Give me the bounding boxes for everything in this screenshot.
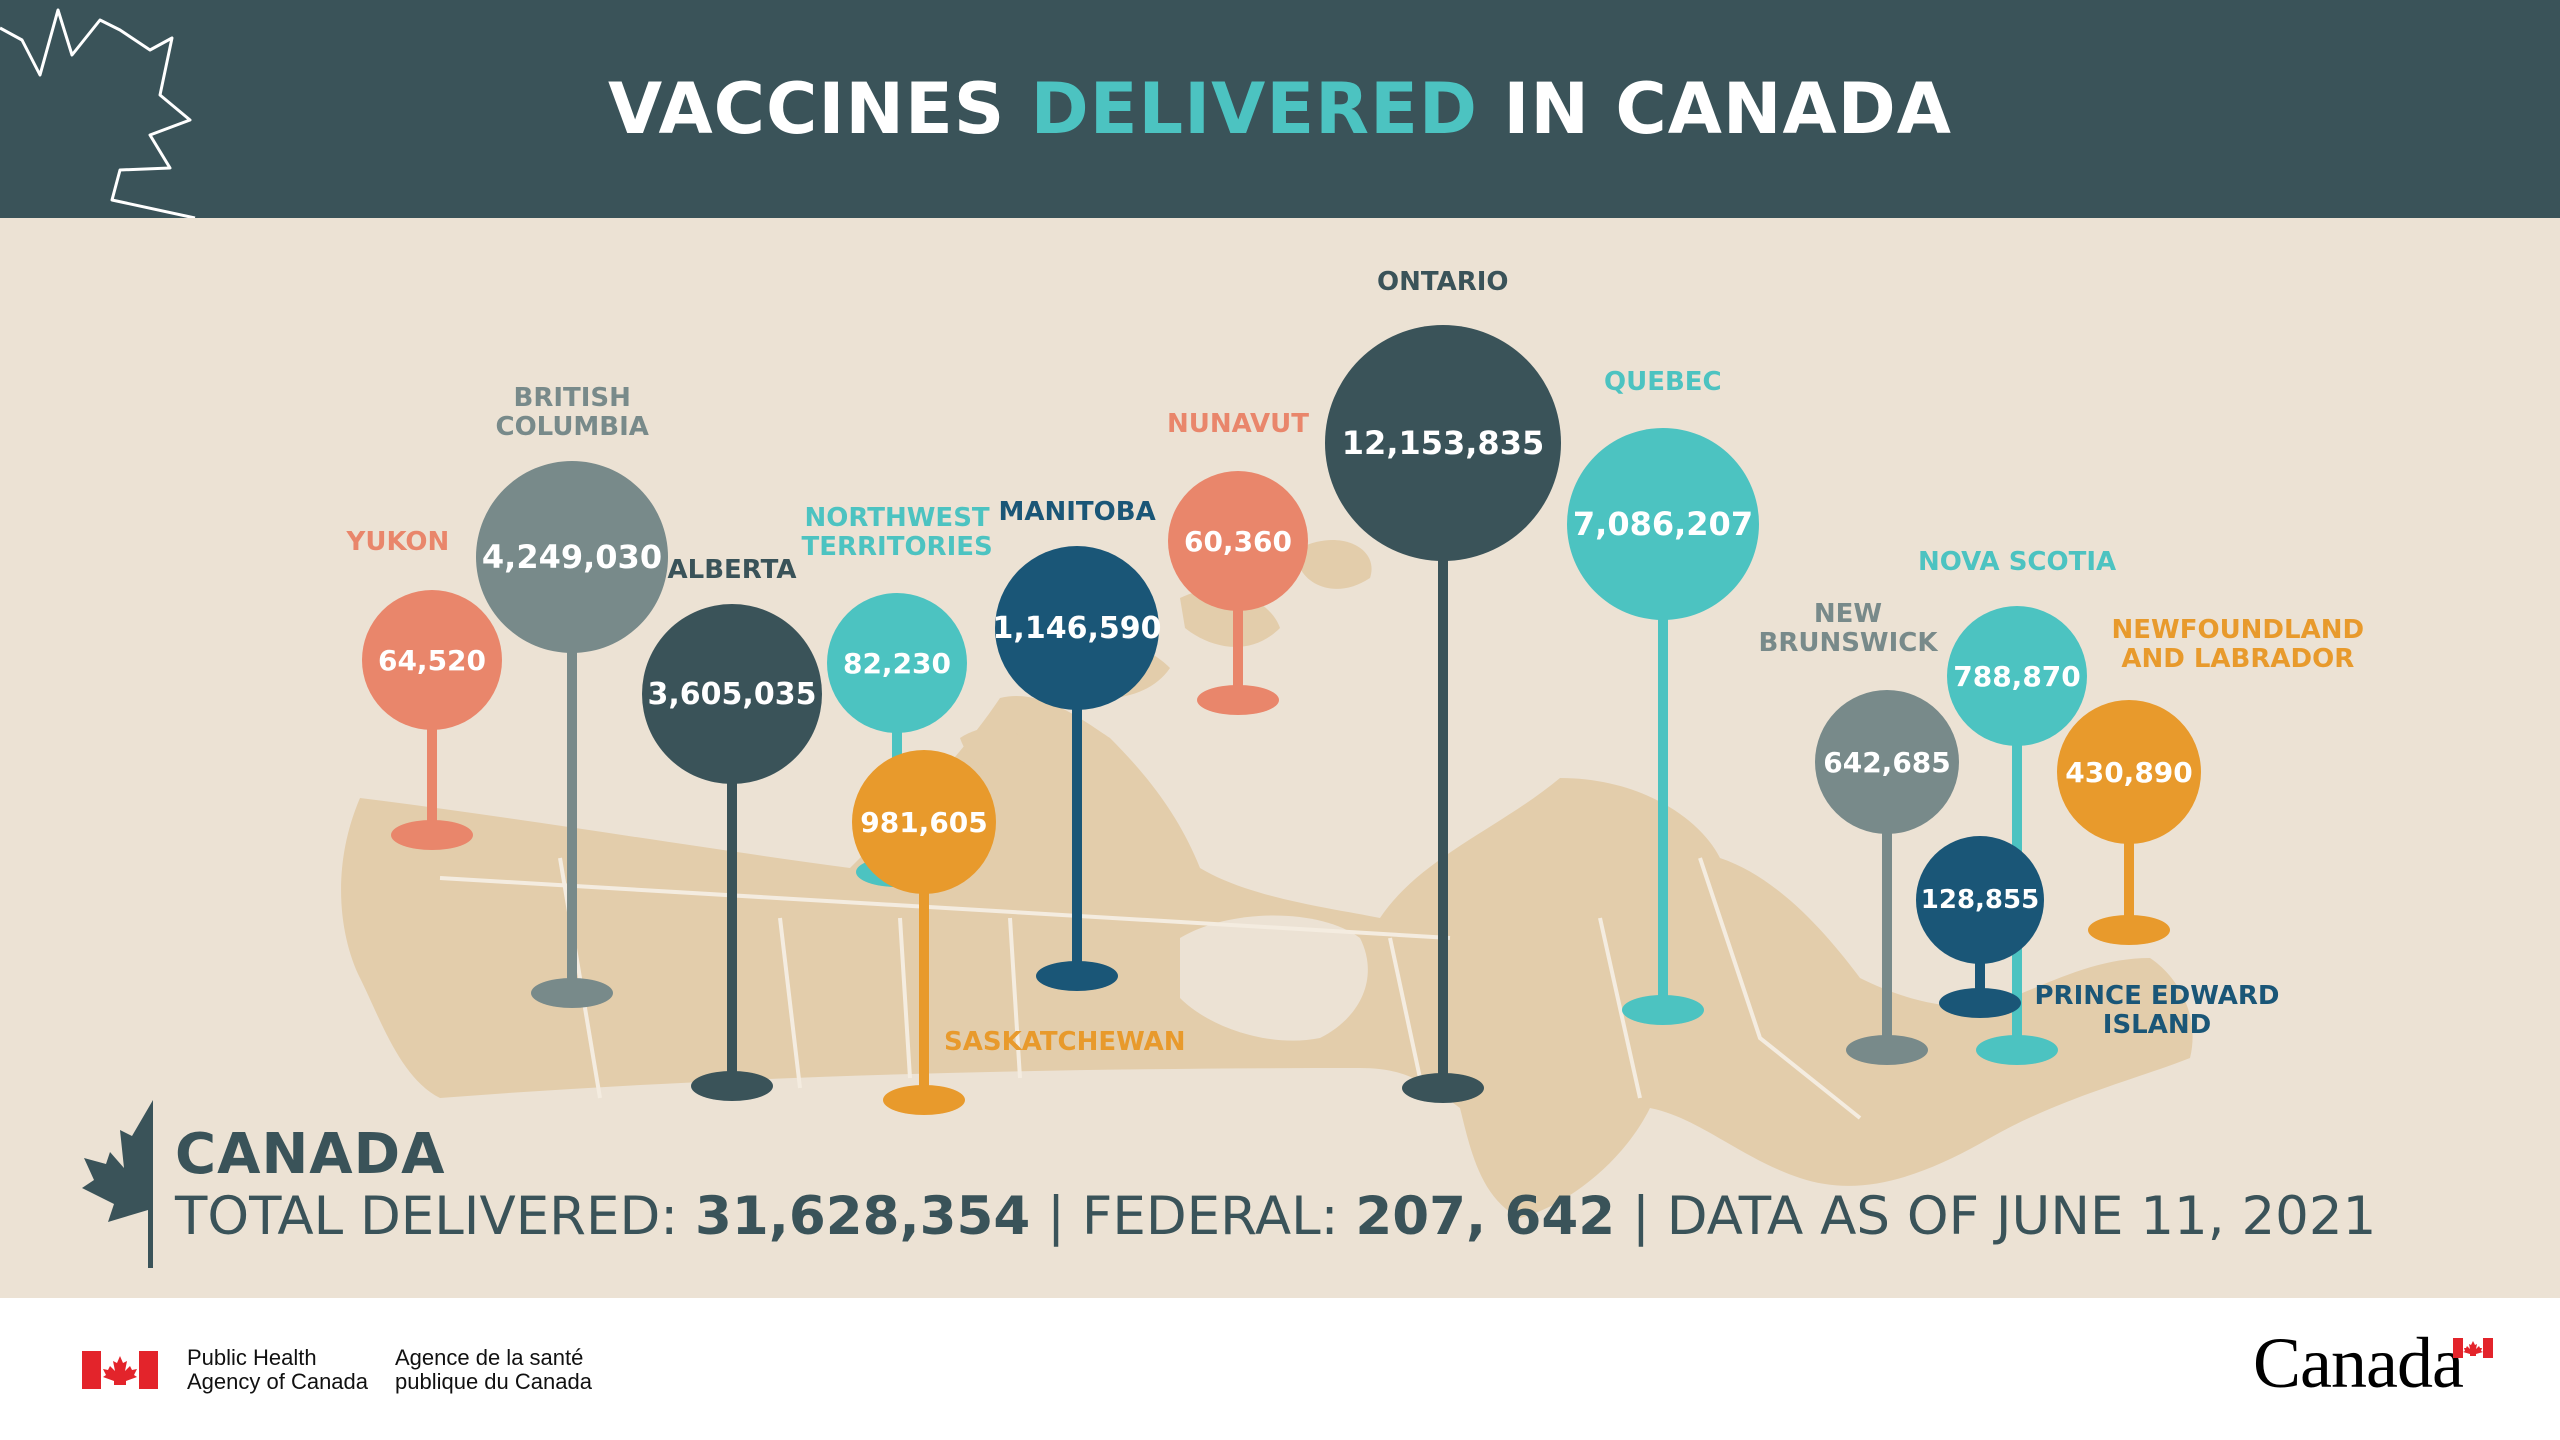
province-label-quebec: QUEBEC <box>1604 367 1722 397</box>
total-label: TOTAL DELIVERED: <box>175 1186 696 1247</box>
canada-map <box>341 539 2193 1218</box>
agency-name-fr: Agence de la santé publique du Canada <box>395 1345 592 1394</box>
summary-title: CANADA <box>175 1122 446 1187</box>
total-value: 31,628,354 <box>695 1186 1031 1247</box>
pin-base-alberta <box>691 1071 773 1101</box>
pin-base-quebec <box>1622 995 1704 1025</box>
province-label-nova-scotia: NOVA SCOTIA <box>1918 547 2117 577</box>
province-label-northwest-territories: NORTHWEST TERRITORIES <box>801 503 993 562</box>
separator: | <box>1615 1186 1667 1247</box>
province-label-alberta: ALBERTA <box>667 555 797 585</box>
pin-value-newfoundland-and-labrador: 430,890 <box>2057 700 2201 844</box>
province-label-nunavut: NUNAVUT <box>1167 409 1309 439</box>
pin-value-manitoba: 1,146,590 <box>993 546 1161 710</box>
header-banner <box>0 0 2560 218</box>
pin-value-prince-edward-island: 128,855 <box>1916 836 2044 964</box>
pin-base-nova-scotia <box>1976 1035 2058 1065</box>
pin-stem-british-columbia <box>567 557 577 993</box>
pin-stem-new-brunswick <box>1882 762 1892 1050</box>
canada-wordmark: Canada <box>2253 1323 2464 1403</box>
pin-base-newfoundland-and-labrador <box>2088 915 2170 945</box>
footer <box>0 1298 2560 1440</box>
province-label-british-columbia: BRITISH COLUMBIA <box>495 383 649 442</box>
title-part2: IN CANADA <box>1478 68 1952 150</box>
title-highlight: DELIVERED <box>1030 68 1478 150</box>
pin-stem-alberta <box>727 694 737 1086</box>
pin-stem-ontario <box>1438 443 1448 1088</box>
maple-leaf-outline-icon <box>0 8 196 218</box>
title-part1: VACCINES <box>608 68 1031 150</box>
pin-value-british-columbia: 4,249,030 <box>476 461 668 653</box>
pin-stem-manitoba <box>1072 628 1082 976</box>
pin-stem-yukon <box>427 660 437 835</box>
pin-base-ontario <box>1402 1073 1484 1103</box>
pin-value-ontario: 12,153,835 <box>1325 325 1561 561</box>
province-label-ontario: ONTARIO <box>1377 267 1509 297</box>
page-title: VACCINES DELIVERED IN CANADA <box>0 0 2560 218</box>
province-label-prince-edward-island: PRINCE EDWARD ISLAND <box>2034 981 2280 1040</box>
canada-flag-icon <box>2453 1338 2493 1358</box>
pin-base-nunavut <box>1197 685 1279 715</box>
date-text: DATA AS OF JUNE 11, 2021 <box>1666 1186 2377 1247</box>
pin-base-prince-edward-island <box>1939 988 2021 1018</box>
pin-stem-quebec <box>1658 524 1668 1010</box>
canada-flag-icon <box>82 1351 158 1389</box>
agency-name-en: Public Health Agency of Canada <box>187 1345 369 1394</box>
pin-value-quebec: 7,086,207 <box>1567 428 1759 620</box>
pin-value-nunavut: 60,360 <box>1168 471 1308 611</box>
pin-value-nova-scotia: 788,870 <box>1947 606 2087 746</box>
pin-base-yukon <box>391 820 473 850</box>
pin-value-alberta: 3,605,035 <box>642 604 822 784</box>
province-label-saskatchewan: SASKATCHEWAN <box>944 1027 1186 1057</box>
maple-leaf-icon <box>82 1100 153 1268</box>
province-label-yukon: YUKON <box>346 527 450 557</box>
pin-base-saskatchewan <box>883 1085 965 1115</box>
province-label-manitoba: MANITOBA <box>998 497 1156 527</box>
pin-value-new-brunswick: 642,685 <box>1815 690 1959 834</box>
province-label-newfoundland-and-labrador: NEWFOUNDLAND AND LABRADOR <box>2111 615 2365 674</box>
pin-base-manitoba <box>1036 961 1118 991</box>
federal-value: 207, 642 <box>1355 1186 1616 1247</box>
pin-value-northwest-territories: 82,230 <box>827 593 967 733</box>
summary-line: TOTAL DELIVERED: 31,628,354 | FEDERAL: 2… <box>175 1186 2376 1247</box>
pin-base-new-brunswick <box>1846 1035 1928 1065</box>
pin-stem-newfoundland-and-labrador <box>2124 772 2134 930</box>
separator: | <box>1030 1186 1082 1247</box>
federal-label: FEDERAL: <box>1081 1186 1356 1247</box>
pin-stem-saskatchewan <box>919 822 929 1100</box>
pin-stem-nunavut <box>1233 541 1243 700</box>
pin-value-saskatchewan: 981,605 <box>852 750 996 894</box>
province-label-new-brunswick: NEW BRUNSWICK <box>1758 599 1938 658</box>
pin-value-yukon: 64,520 <box>362 590 502 730</box>
pin-base-british-columbia <box>531 978 613 1008</box>
